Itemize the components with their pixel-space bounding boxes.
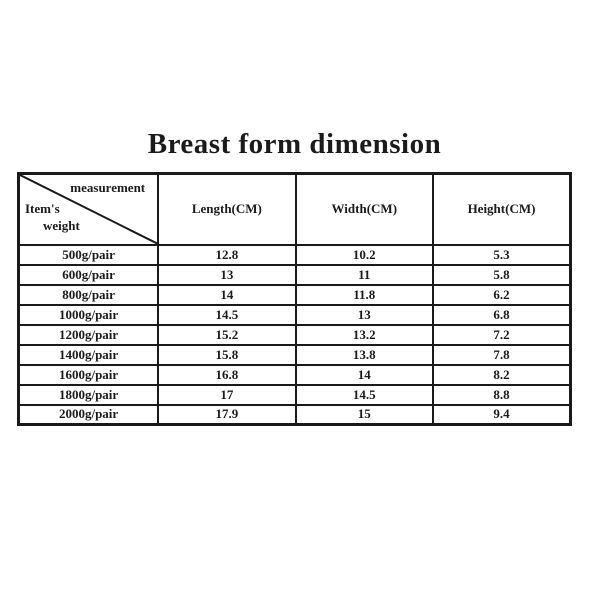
row-label-cell: 1600g/pair [17, 363, 160, 386]
table-row: 2000g/pair 17.9 15 9.4 [17, 403, 572, 426]
value-cell-length: 12.8 [157, 243, 297, 266]
table-row: 800g/pair 14 11.8 6.2 [17, 283, 572, 306]
value-cell-width: 13.8 [294, 343, 435, 366]
header-row: measurement Item's weight Length(CM) Wid… [17, 172, 572, 246]
column-header-length: Length(CM) [157, 172, 297, 246]
row-label-cell: 500g/pair [17, 243, 160, 266]
row-label-cell: 1800g/pair [17, 383, 160, 406]
value-cell-width: 13.2 [294, 323, 435, 346]
value-cell-width: 11 [294, 263, 435, 286]
value-cell-height: 5.3 [432, 243, 572, 266]
table-row: 1400g/pair 15.8 13.8 7.8 [17, 343, 572, 366]
value-cell-height: 5.8 [432, 263, 572, 286]
value-cell-width: 14.5 [294, 383, 435, 406]
table-row: 1600g/pair 16.8 14 8.2 [17, 363, 572, 386]
corner-label-measurement: measurement [70, 180, 146, 195]
value-cell-width: 14 [294, 363, 435, 386]
corner-header-cell: measurement Item's weight [17, 172, 160, 246]
table-row: 1200g/pair 15.2 13.2 7.2 [17, 323, 572, 346]
value-cell-height: 7.2 [432, 323, 572, 346]
value-cell-width: 11.8 [294, 283, 435, 306]
value-cell-length: 17 [157, 383, 297, 406]
row-label-cell: 1000g/pair [17, 303, 160, 326]
value-cell-length: 15.8 [157, 343, 297, 366]
row-label-cell: 800g/pair [17, 283, 160, 306]
value-cell-width: 13 [294, 303, 435, 326]
dimension-table: measurement Item's weight Length(CM) Wid… [17, 172, 572, 426]
table-row: 1800g/pair 17 14.5 8.8 [17, 383, 572, 406]
value-cell-height: 6.2 [432, 283, 572, 306]
value-cell-height: 9.4 [432, 403, 572, 426]
value-cell-height: 8.2 [432, 363, 572, 386]
value-cell-length: 14.5 [157, 303, 297, 326]
value-cell-length: 16.8 [157, 363, 297, 386]
row-label-cell: 2000g/pair [17, 403, 160, 426]
value-cell-height: 7.8 [432, 343, 572, 366]
column-header-height: Height(CM) [432, 172, 572, 246]
column-header-width: Width(CM) [294, 172, 435, 246]
row-label-cell: 1200g/pair [17, 323, 160, 346]
value-cell-height: 8.8 [432, 383, 572, 406]
value-cell-length: 13 [157, 263, 297, 286]
value-cell-width: 15 [294, 403, 435, 426]
row-label-cell: 600g/pair [17, 263, 160, 286]
table-body: 500g/pair 12.8 10.2 5.3 600g/pair 13 11 5.8 800g… [17, 243, 572, 426]
value-cell-length: 17.9 [157, 403, 297, 426]
page-title: Breast form dimension [147, 128, 442, 160]
table-row: 500g/pair 12.8 10.2 5.3 [17, 243, 572, 266]
corner-label-weight: weight [43, 218, 80, 233]
table-row: 1000g/pair 14.5 13 6.8 [17, 303, 572, 326]
corner-label-items: Item's [25, 201, 60, 216]
value-cell-length: 14 [157, 283, 297, 306]
diagonal-divider-line [20, 175, 157, 244]
value-cell-width: 10.2 [294, 243, 435, 266]
table-row: 600g/pair 13 11 5.8 [17, 263, 572, 286]
value-cell-height: 6.8 [432, 303, 572, 326]
row-label-cell: 1400g/pair [17, 343, 160, 366]
value-cell-length: 15.2 [157, 323, 297, 346]
